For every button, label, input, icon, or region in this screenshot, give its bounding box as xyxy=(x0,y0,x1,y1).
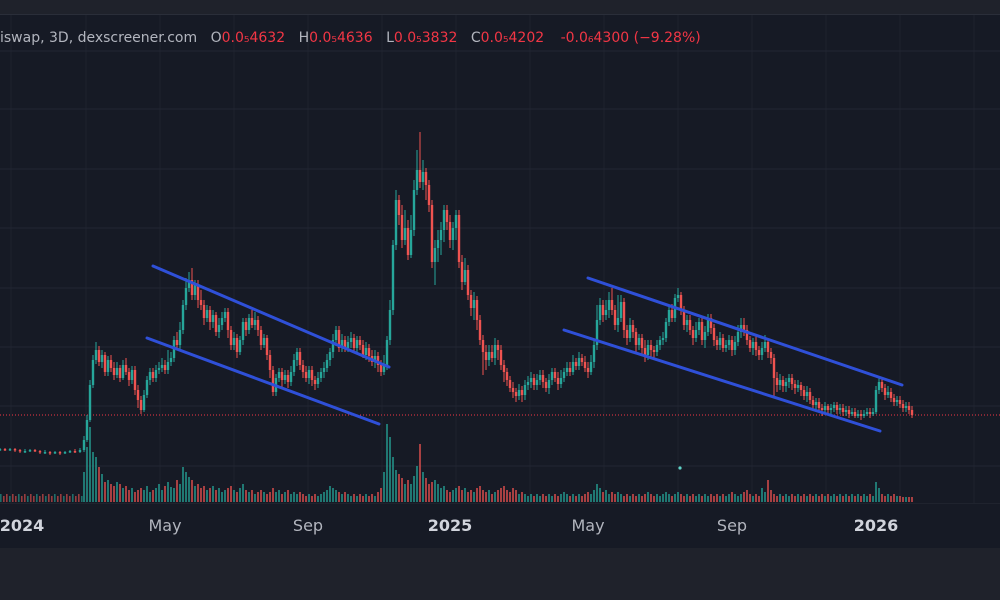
time-tick-sep: Sep xyxy=(292,516,324,535)
open-value: 0.0₅4632 xyxy=(221,30,286,46)
low-value: 0.0₅3832 xyxy=(393,30,458,46)
volume-bars xyxy=(0,424,913,502)
open-label: O xyxy=(210,30,222,46)
channel-2-upper-trendline[interactable] xyxy=(586,276,904,387)
candlestick-chart[interactable] xyxy=(0,15,1000,503)
high-value: 0.0₅4636 xyxy=(309,30,373,46)
time-axis[interactable]: 2024 May Sep 2025 May Sep 2026 xyxy=(0,503,1000,549)
change-value: -0.0₆4300 (−9.28%) xyxy=(560,30,701,46)
time-tick-may: May xyxy=(571,516,605,535)
candles xyxy=(0,132,914,455)
trendlines[interactable] xyxy=(145,264,904,433)
bottom-panel xyxy=(0,548,1000,600)
high-label: H xyxy=(298,30,310,46)
time-tick-sep: Sep xyxy=(716,516,748,535)
close-label: C xyxy=(470,30,481,46)
top-toolbar xyxy=(0,0,1000,15)
marker-dot xyxy=(678,466,682,470)
ohlc-legend: iswap, 3D, dexscreener.com O0.0₅4632 H0.… xyxy=(0,28,701,48)
time-tick-may: May xyxy=(148,516,182,535)
time-tick-2025: 2025 xyxy=(427,516,473,535)
close-value: 0.0₅4202 xyxy=(480,30,545,46)
channel-2-lower-trendline[interactable] xyxy=(562,328,882,433)
chart-pane[interactable]: iswap, 3D, dexscreener.com O0.0₅4632 H0.… xyxy=(0,15,1000,503)
symbol-label: iswap, 3D, dexscreener.com xyxy=(0,30,198,46)
low-label: L xyxy=(386,30,394,46)
time-tick-2026: 2026 xyxy=(853,516,899,535)
channel-1-lower-trendline[interactable] xyxy=(145,336,381,426)
chart-grid xyxy=(0,15,1000,503)
time-tick-2024: 2024 xyxy=(0,516,45,535)
channel-1-upper-trendline[interactable] xyxy=(151,264,391,369)
